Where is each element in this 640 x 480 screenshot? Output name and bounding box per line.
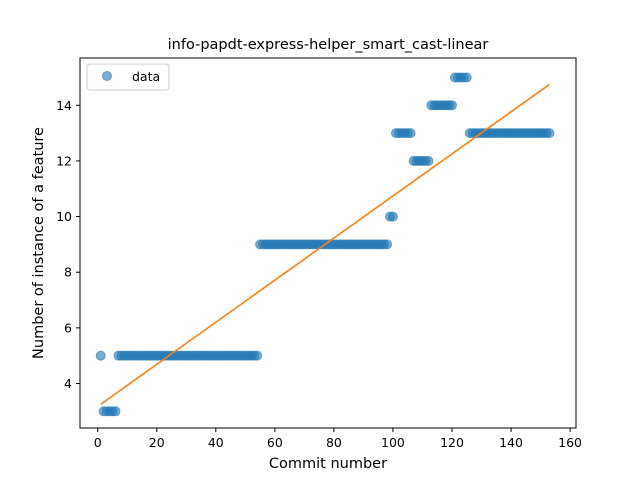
y-tick-label: 6 — [64, 320, 72, 335]
chart-title: info-papdt-express-helper_smart_cast-lin… — [168, 37, 489, 53]
x-axis-ticks: 0 20 40 60 80 100 120 140 160 — [94, 428, 582, 450]
data-point — [387, 211, 398, 222]
legend-marker-data — [102, 71, 112, 81]
y-axis-label: Number of instance of a feature — [31, 127, 47, 359]
legend-box — [86, 63, 170, 91]
x-tick-label: 20 — [149, 435, 165, 450]
x-tick-label: 160 — [558, 435, 582, 450]
data-point — [382, 239, 393, 250]
plot-area — [95, 72, 555, 417]
x-axis-label: Commit number — [269, 456, 387, 472]
y-tick-label: 12 — [56, 153, 72, 168]
y-tick-label: 8 — [64, 265, 72, 280]
fit-line — [100, 83, 550, 406]
data-point — [110, 406, 121, 417]
data-point — [461, 72, 472, 83]
y-tick-label: 4 — [64, 376, 72, 391]
plot-frame — [79, 57, 577, 429]
x-tick-label: 140 — [499, 435, 523, 450]
data-point — [423, 155, 434, 166]
data-point — [544, 128, 555, 139]
x-tick-label: 60 — [267, 435, 283, 450]
legend-label-data: data — [132, 69, 160, 84]
y-tick-label: 14 — [56, 98, 72, 113]
x-tick-label: 120 — [440, 435, 464, 450]
y-axis-ticks: 4 6 8 10 12 14 — [56, 98, 80, 391]
data-point — [95, 350, 106, 361]
data-point — [252, 350, 263, 361]
y-tick-label: 10 — [56, 209, 72, 224]
x-tick-label: 80 — [326, 435, 342, 450]
x-tick-label: 0 — [94, 435, 102, 450]
data-point — [405, 128, 416, 139]
data-point — [447, 100, 457, 111]
x-tick-label: 100 — [381, 435, 405, 450]
x-tick-label: 40 — [208, 435, 224, 450]
legend: data — [86, 63, 170, 91]
